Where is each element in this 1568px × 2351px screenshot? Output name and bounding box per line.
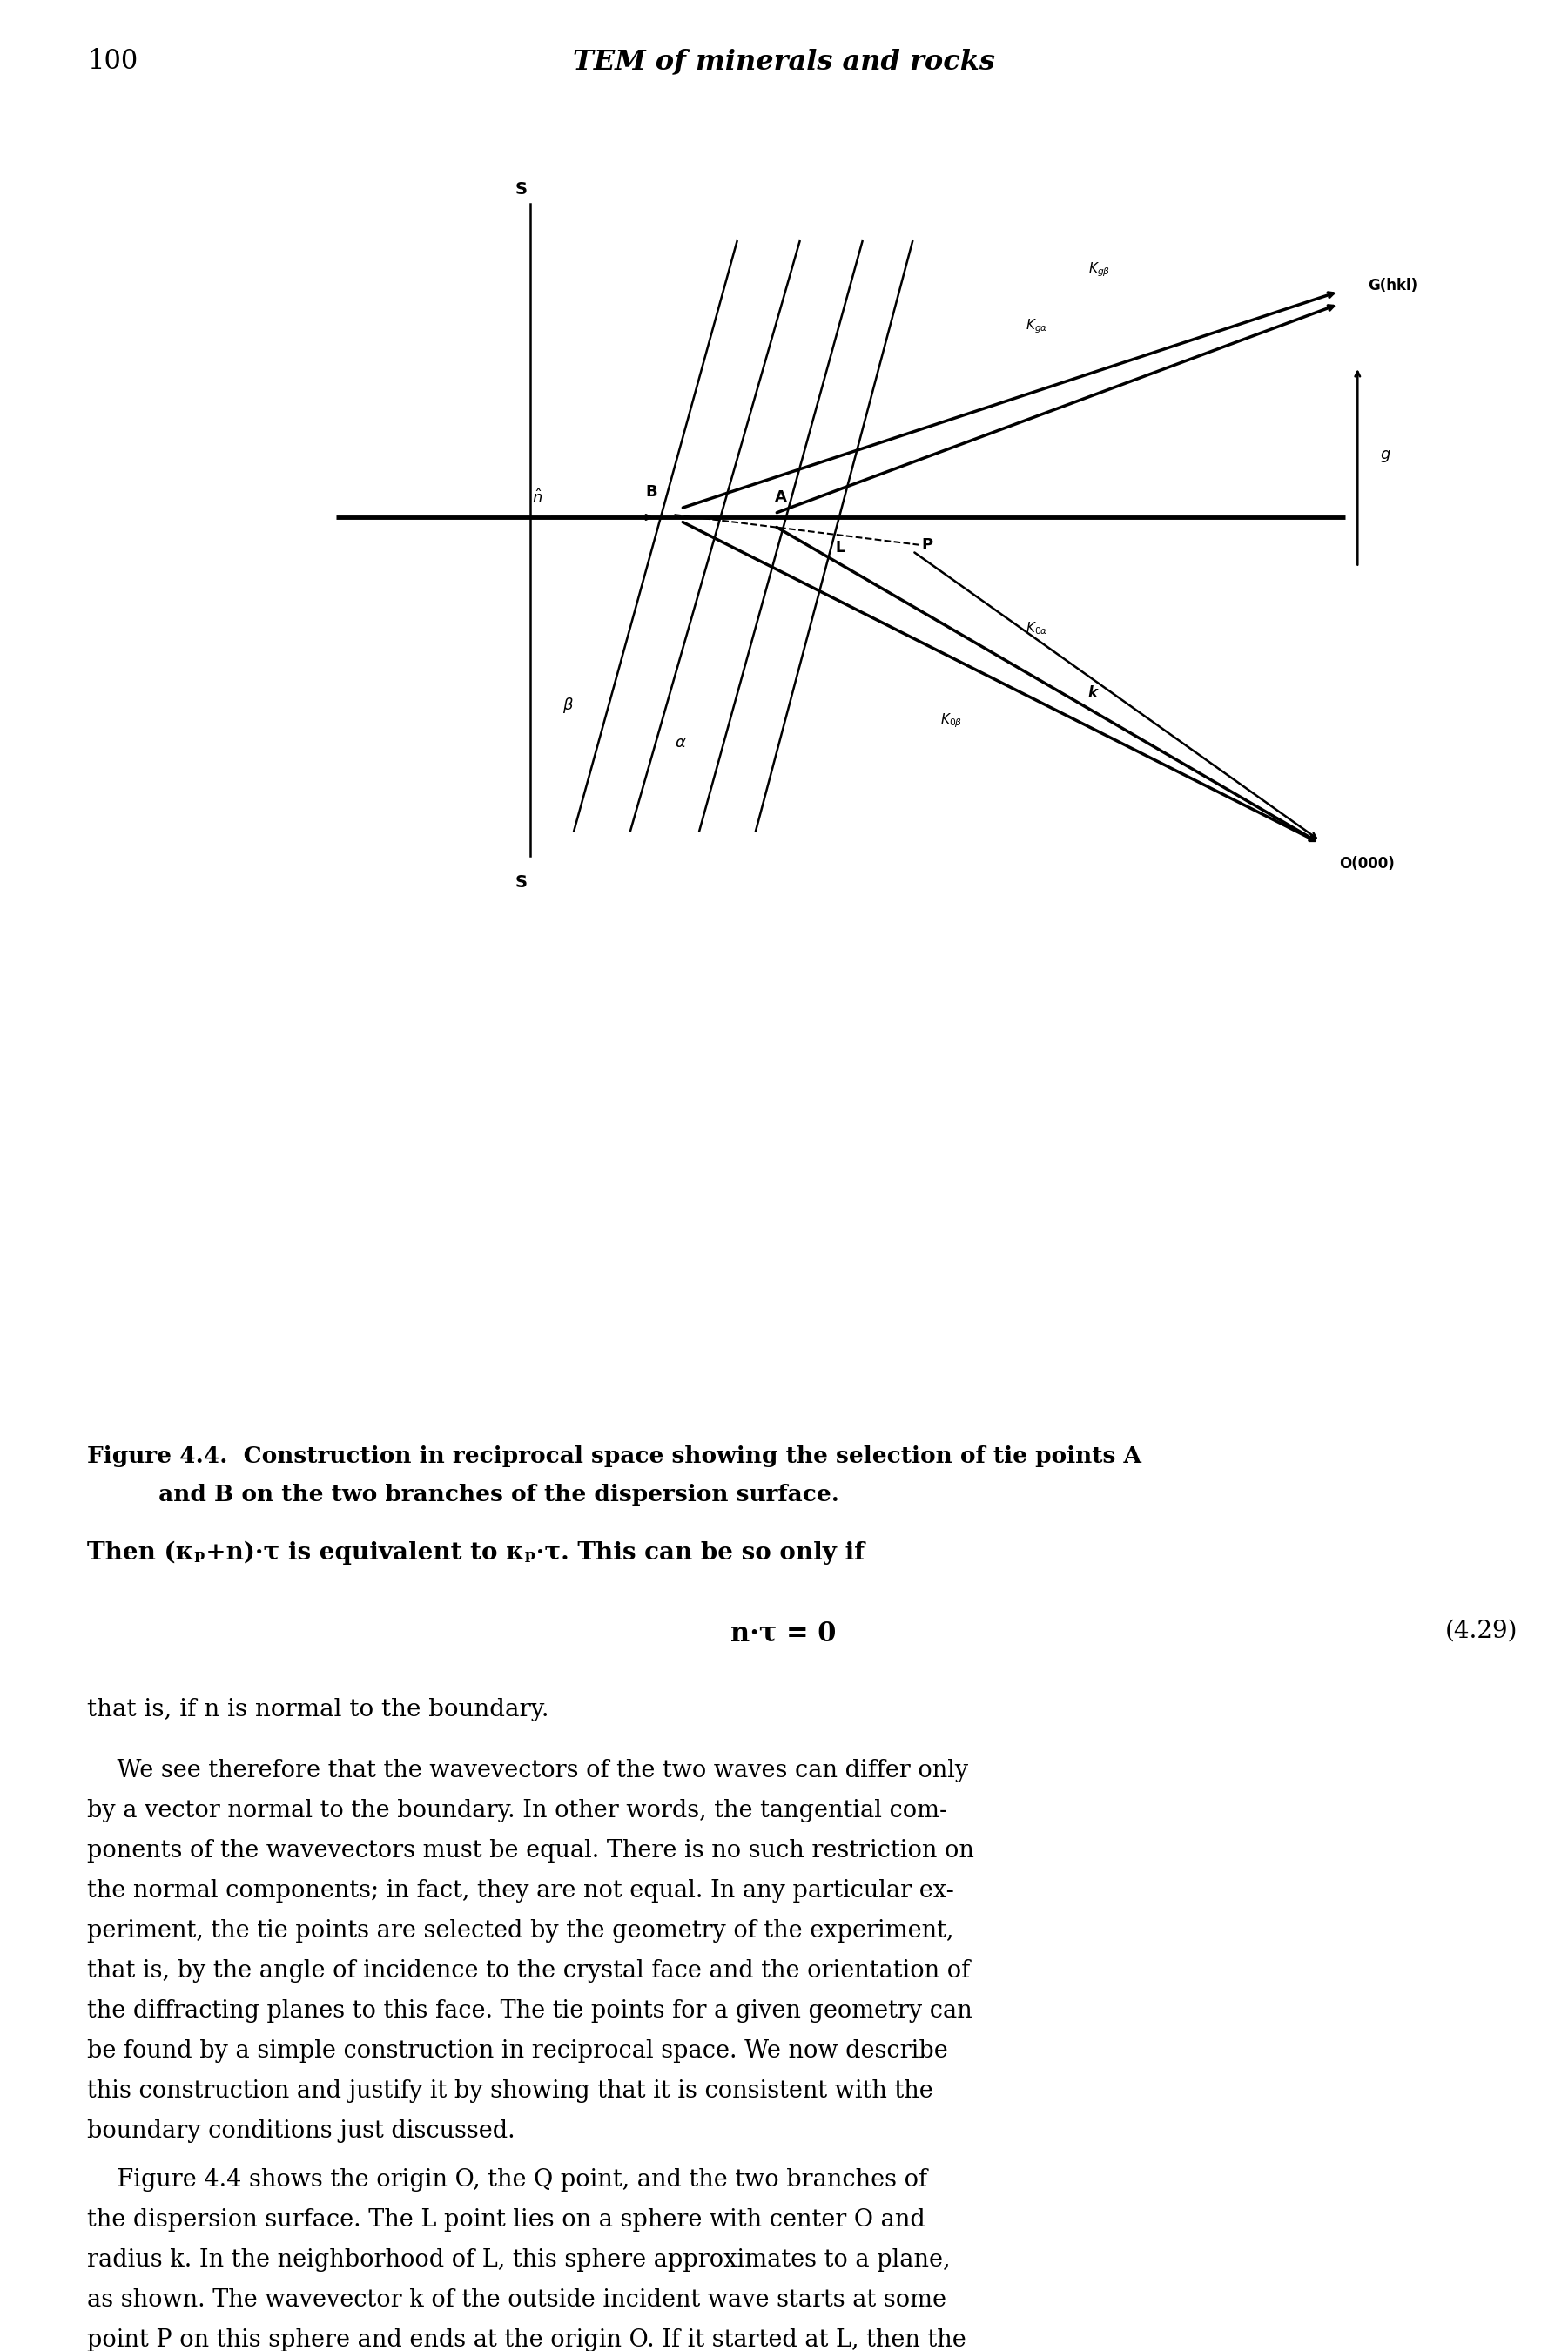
Text: g: g — [1380, 447, 1391, 463]
Text: Figure 4.4.  Construction in reciprocal space showing the selection of tie point: Figure 4.4. Construction in reciprocal s… — [88, 1446, 1142, 1467]
Text: (4.29): (4.29) — [1446, 1620, 1518, 1643]
Text: boundary conditions just discussed.: boundary conditions just discussed. — [88, 2118, 514, 2142]
Text: ponents of the wavevectors must be equal. There is no such restriction on: ponents of the wavevectors must be equal… — [88, 1838, 974, 1862]
Text: $K_{g\alpha}$: $K_{g\alpha}$ — [1025, 317, 1047, 336]
Text: $\alpha$: $\alpha$ — [674, 736, 687, 750]
Text: that is, by the angle of incidence to the crystal face and the orientation of: that is, by the angle of incidence to th… — [88, 1958, 971, 1982]
Text: We see therefore that the wavevectors of the two waves can differ only: We see therefore that the wavevectors of… — [88, 1759, 969, 1782]
Text: be found by a simple construction in reciprocal space. We now describe: be found by a simple construction in rec… — [88, 2038, 949, 2062]
Text: 100: 100 — [88, 47, 138, 75]
Text: periment, the tie points are selected by the geometry of the experiment,: periment, the tie points are selected by… — [88, 1918, 953, 1942]
Text: and B on the two branches of the dispersion surface.: and B on the two branches of the dispers… — [88, 1483, 839, 1505]
Text: TEM of minerals and rocks: TEM of minerals and rocks — [572, 47, 994, 75]
Text: $K_{0\alpha}$: $K_{0\alpha}$ — [1025, 621, 1047, 637]
Text: G(hkl): G(hkl) — [1367, 277, 1417, 294]
Text: as shown. The wavevector k of the outside incident wave starts at some: as shown. The wavevector k of the outsid… — [88, 2288, 947, 2311]
Text: the dispersion surface. The L point lies on a sphere with center O and: the dispersion surface. The L point lies… — [88, 2208, 925, 2231]
Text: $\beta$: $\beta$ — [561, 696, 574, 715]
Text: S: S — [516, 875, 527, 891]
Text: P: P — [922, 536, 933, 552]
Text: the normal components; in fact, they are not equal. In any particular ex-: the normal components; in fact, they are… — [88, 1878, 953, 1902]
Text: k: k — [1088, 684, 1098, 701]
Text: this construction and justify it by showing that it is consistent with the: this construction and justify it by show… — [88, 2078, 933, 2102]
Text: Figure 4.4 shows the origin O, the Q point, and the two branches of: Figure 4.4 shows the origin O, the Q poi… — [88, 2168, 927, 2191]
Text: the diffracting planes to this face. The tie points for a given geometry can: the diffracting planes to this face. The… — [88, 1998, 972, 2022]
Text: $\hat{n}$: $\hat{n}$ — [532, 489, 543, 508]
Text: $K_{g\beta}$: $K_{g\beta}$ — [1088, 261, 1110, 280]
Text: n·τ = 0: n·τ = 0 — [731, 1620, 836, 1646]
Text: B: B — [646, 484, 657, 501]
Text: $K_{0\beta}$: $K_{0\beta}$ — [941, 712, 963, 729]
Text: by a vector normal to the boundary. In other words, the tangential com-: by a vector normal to the boundary. In o… — [88, 1799, 947, 1822]
Text: that is, if n is normal to the boundary.: that is, if n is normal to the boundary. — [88, 1697, 549, 1721]
Text: radius k. In the neighborhood of L, this sphere approximates to a plane,: radius k. In the neighborhood of L, this… — [88, 2248, 950, 2271]
Text: Then (κₚ+n)·τ is equivalent to κₚ·τ. This can be so only if: Then (κₚ+n)·τ is equivalent to κₚ·τ. Thi… — [88, 1542, 864, 1566]
Text: O(000): O(000) — [1339, 856, 1394, 872]
Text: point P on this sphere and ends at the origin O. If it started at L, then the: point P on this sphere and ends at the o… — [88, 2327, 966, 2351]
Text: S: S — [516, 181, 527, 197]
Text: L: L — [836, 541, 845, 555]
Text: A: A — [775, 489, 787, 505]
